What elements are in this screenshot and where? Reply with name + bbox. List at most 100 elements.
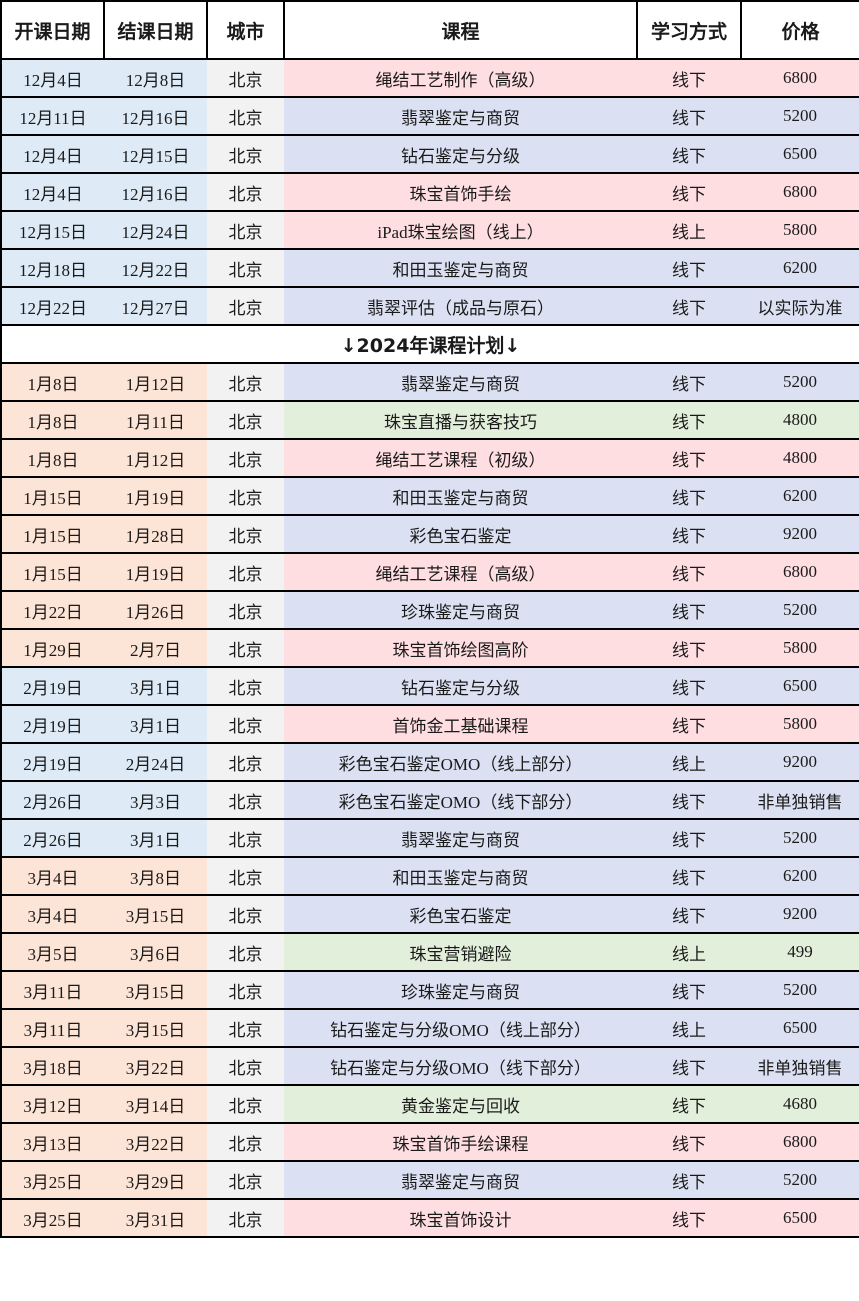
course-row: 3月11日 3月15日 北京 钻石鉴定与分级OMO（线上部分） 线上 6500 (1, 1008, 859, 1048)
price-cell: 6800 (741, 1122, 859, 1162)
start-date-cell: 3月11日 (1, 1008, 104, 1048)
course-cell: 彩色宝石鉴定OMO（线下部分） (284, 780, 637, 820)
course-cell: 翡翠鉴定与商贸 (284, 96, 637, 136)
start-date-cell: 1月29日 (1, 628, 104, 668)
end-date-cell: 12月16日 (104, 96, 207, 136)
method-cell: 线上 (637, 932, 741, 972)
price-cell: 9200 (741, 742, 859, 782)
end-date-cell: 3月22日 (104, 1046, 207, 1086)
course-cell: 彩色宝石鉴定OMO（线上部分） (284, 742, 637, 782)
end-date-cell: 1月12日 (104, 438, 207, 478)
price-cell: 6200 (741, 856, 859, 896)
header-start-date: 开课日期 (0, 0, 105, 60)
city-cell: 北京 (207, 362, 284, 402)
course-row: 3月11日 3月15日 北京 珍珠鉴定与商贸 线下 5200 (1, 970, 859, 1010)
start-date-cell: 2月19日 (1, 704, 104, 744)
course-cell: 珍珠鉴定与商贸 (284, 590, 637, 630)
method-cell: 线下 (637, 400, 741, 440)
course-cell: 彩色宝石鉴定 (284, 894, 637, 934)
method-cell: 线下 (637, 1046, 741, 1086)
method-cell: 线下 (637, 172, 741, 212)
method-cell: 线下 (637, 894, 741, 934)
price-cell: 4680 (741, 1084, 859, 1124)
price-cell: 5200 (741, 818, 859, 858)
price-cell: 9200 (741, 514, 859, 554)
start-date-cell: 1月15日 (1, 476, 104, 516)
course-row: 1月15日 1月28日 北京 彩色宝石鉴定 线下 9200 (1, 514, 859, 554)
method-cell: 线上 (637, 210, 741, 250)
section-separator-label: ↓2024年课程计划↓ (1, 324, 859, 364)
price-cell: 非单独销售 (741, 780, 859, 820)
course-cell: 翡翠鉴定与商贸 (284, 1160, 637, 1200)
method-cell: 线下 (637, 134, 741, 174)
start-date-cell: 12月22日 (1, 286, 104, 326)
header-city: 城市 (206, 0, 285, 60)
end-date-cell: 12月15日 (104, 134, 207, 174)
start-date-cell: 3月5日 (1, 932, 104, 972)
price-cell: 6500 (741, 1008, 859, 1048)
city-cell: 北京 (207, 1198, 284, 1238)
method-cell: 线下 (637, 628, 741, 668)
price-cell: 6800 (741, 172, 859, 212)
start-date-cell: 2月26日 (1, 818, 104, 858)
city-cell: 北京 (207, 286, 284, 326)
method-cell: 线下 (637, 362, 741, 402)
header-price: 价格 (740, 0, 859, 60)
city-cell: 北京 (207, 856, 284, 896)
method-cell: 线下 (637, 970, 741, 1010)
price-cell: 499 (741, 932, 859, 972)
end-date-cell: 3月22日 (104, 1122, 207, 1162)
table-body: 12月4日 12月8日 北京 绳结工艺制作（高级） 线下 6800 12月11日 12月16日… (1, 58, 859, 1238)
course-row: 1月15日 1月19日 北京 和田玉鉴定与商贸 线下 6200 (1, 476, 859, 516)
course-cell: 珠宝直播与获客技巧 (284, 400, 637, 440)
method-cell: 线下 (637, 514, 741, 554)
method-cell: 线下 (637, 1084, 741, 1124)
course-row: 12月4日 12月16日 北京 珠宝首饰手绘 线下 6800 (1, 172, 859, 212)
course-cell: 彩色宝石鉴定 (284, 514, 637, 554)
city-cell: 北京 (207, 1046, 284, 1086)
start-date-cell: 3月4日 (1, 894, 104, 934)
start-date-cell: 3月12日 (1, 1084, 104, 1124)
course-row: 3月4日 3月8日 北京 和田玉鉴定与商贸 线下 6200 (1, 856, 859, 896)
start-date-cell: 2月19日 (1, 742, 104, 782)
start-date-cell: 12月4日 (1, 134, 104, 174)
end-date-cell: 1月26日 (104, 590, 207, 630)
city-cell: 北京 (207, 932, 284, 972)
end-date-cell: 3月3日 (104, 780, 207, 820)
course-row: 1月15日 1月19日 北京 绳结工艺课程（高级） 线下 6800 (1, 552, 859, 592)
course-cell: 和田玉鉴定与商贸 (284, 476, 637, 516)
start-date-cell: 12月15日 (1, 210, 104, 250)
course-cell: 和田玉鉴定与商贸 (284, 248, 637, 288)
course-row: 2月26日 3月3日 北京 彩色宝石鉴定OMO（线下部分） 线下 非单独销售 (1, 780, 859, 820)
course-row: 12月4日 12月15日 北京 钻石鉴定与分级 线下 6500 (1, 134, 859, 174)
course-row: 12月15日 12月24日 北京 iPad珠宝绘图（线上） 线上 5800 (1, 210, 859, 250)
method-cell: 线下 (637, 856, 741, 896)
method-cell: 线下 (637, 476, 741, 516)
start-date-cell: 1月8日 (1, 438, 104, 478)
city-cell: 北京 (207, 58, 284, 98)
method-cell: 线下 (637, 704, 741, 744)
course-row: 12月4日 12月8日 北京 绳结工艺制作（高级） 线下 6800 (1, 58, 859, 98)
end-date-cell: 1月19日 (104, 476, 207, 516)
city-cell: 北京 (207, 704, 284, 744)
price-cell: 6200 (741, 248, 859, 288)
course-schedule-table: 开课日期 结课日期 城市 课程 学习方式 价格 12月4日 12月8日 北京 绳结工艺… (0, 0, 859, 1238)
course-row: 12月22日 12月27日 北京 翡翠评估（成品与原石） 线下 以实际为准 (1, 286, 859, 326)
city-cell: 北京 (207, 96, 284, 136)
end-date-cell: 1月12日 (104, 362, 207, 402)
price-cell: 5800 (741, 704, 859, 744)
price-cell: 6500 (741, 1198, 859, 1238)
method-cell: 线下 (637, 780, 741, 820)
end-date-cell: 1月11日 (104, 400, 207, 440)
city-cell: 北京 (207, 894, 284, 934)
start-date-cell: 3月11日 (1, 970, 104, 1010)
table-header: 开课日期 结课日期 城市 课程 学习方式 价格 (0, 0, 859, 60)
course-cell: 首饰金工基础课程 (284, 704, 637, 744)
price-cell: 5800 (741, 628, 859, 668)
start-date-cell: 2月19日 (1, 666, 104, 706)
price-cell: 6800 (741, 58, 859, 98)
course-cell: 珠宝首饰手绘 (284, 172, 637, 212)
course-row: 3月25日 3月29日 北京 翡翠鉴定与商贸 线下 5200 (1, 1160, 859, 1200)
city-cell: 北京 (207, 438, 284, 478)
start-date-cell: 12月11日 (1, 96, 104, 136)
